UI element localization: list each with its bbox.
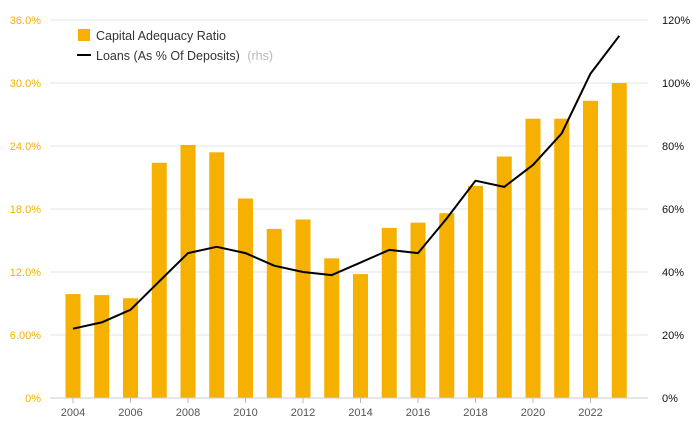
bar: [180, 144, 196, 398]
x-tick-label: 2016: [406, 407, 430, 419]
y-left-tick-label: 18.0%: [10, 204, 41, 216]
y-left-tick-label: 30.0%: [10, 78, 41, 90]
x-tick-label: 2008: [176, 407, 200, 419]
y-right-tick-label: 0%: [662, 393, 678, 405]
bar: [123, 298, 138, 398]
y-right-tick-label: 100%: [662, 78, 690, 90]
y-left-tick-label: 36.0%: [10, 15, 41, 27]
x-tick-label: 2014: [348, 407, 372, 419]
bar: [295, 219, 311, 398]
bar: [468, 185, 483, 398]
bar-series: [65, 83, 627, 398]
bar: [525, 118, 541, 398]
x-tick-label: 2018: [463, 407, 487, 419]
y-left-tick-label: 24.0%: [10, 141, 41, 153]
legend-swatch-bar: [78, 29, 90, 41]
y-right-tick-label: 40%: [662, 267, 684, 279]
bar: [381, 227, 397, 398]
bar: [65, 294, 81, 398]
bar: [554, 118, 570, 398]
bar: [410, 222, 426, 398]
legend-label-bar: Capital Adequacy Ratio: [96, 29, 226, 43]
y-left-tick-label: 0%: [25, 393, 41, 405]
bar: [353, 274, 368, 398]
y-right-tick-label: 60%: [662, 204, 684, 216]
y-right-tick-label: 20%: [662, 330, 684, 342]
bar: [324, 258, 340, 398]
legend-label-line-name: Loans (As % Of Deposits): [96, 49, 240, 63]
loans-line: [72, 35, 621, 330]
x-tick-label: 2012: [291, 407, 315, 419]
bar: [209, 152, 225, 398]
line-series: [72, 35, 621, 330]
x-tick-label: 2006: [118, 407, 142, 419]
y-left-tick-label: 12.0%: [10, 267, 41, 279]
x-tick-label: 2004: [61, 407, 85, 419]
bar: [238, 198, 253, 398]
bar: [496, 156, 512, 398]
grid-lines: [50, 19, 648, 336]
y-left-tick-label: 6.00%: [10, 330, 41, 342]
bar: [583, 100, 598, 398]
legend: Capital Adequacy Ratio Loans (As % Of De…: [77, 29, 273, 63]
x-tick-label: 2022: [578, 407, 602, 419]
bar: [266, 228, 282, 398]
legend-label-line-suffix: (rhs): [247, 49, 273, 63]
x-tick-label: 2020: [521, 407, 545, 419]
y-right-tick-label: 80%: [662, 141, 684, 153]
bar: [611, 83, 627, 398]
bar: [439, 213, 455, 398]
y-right-tick-label: 120%: [662, 15, 690, 27]
x-tick-label: 2010: [233, 407, 257, 419]
legend-label-line: Loans (As % Of Deposits) (rhs): [96, 49, 273, 63]
bar: [94, 295, 110, 398]
axes: 0% 6.00% 12.0% 18.0% 24.0% 30.0% 36.0% 0% 20% 40%…: [10, 15, 691, 419]
